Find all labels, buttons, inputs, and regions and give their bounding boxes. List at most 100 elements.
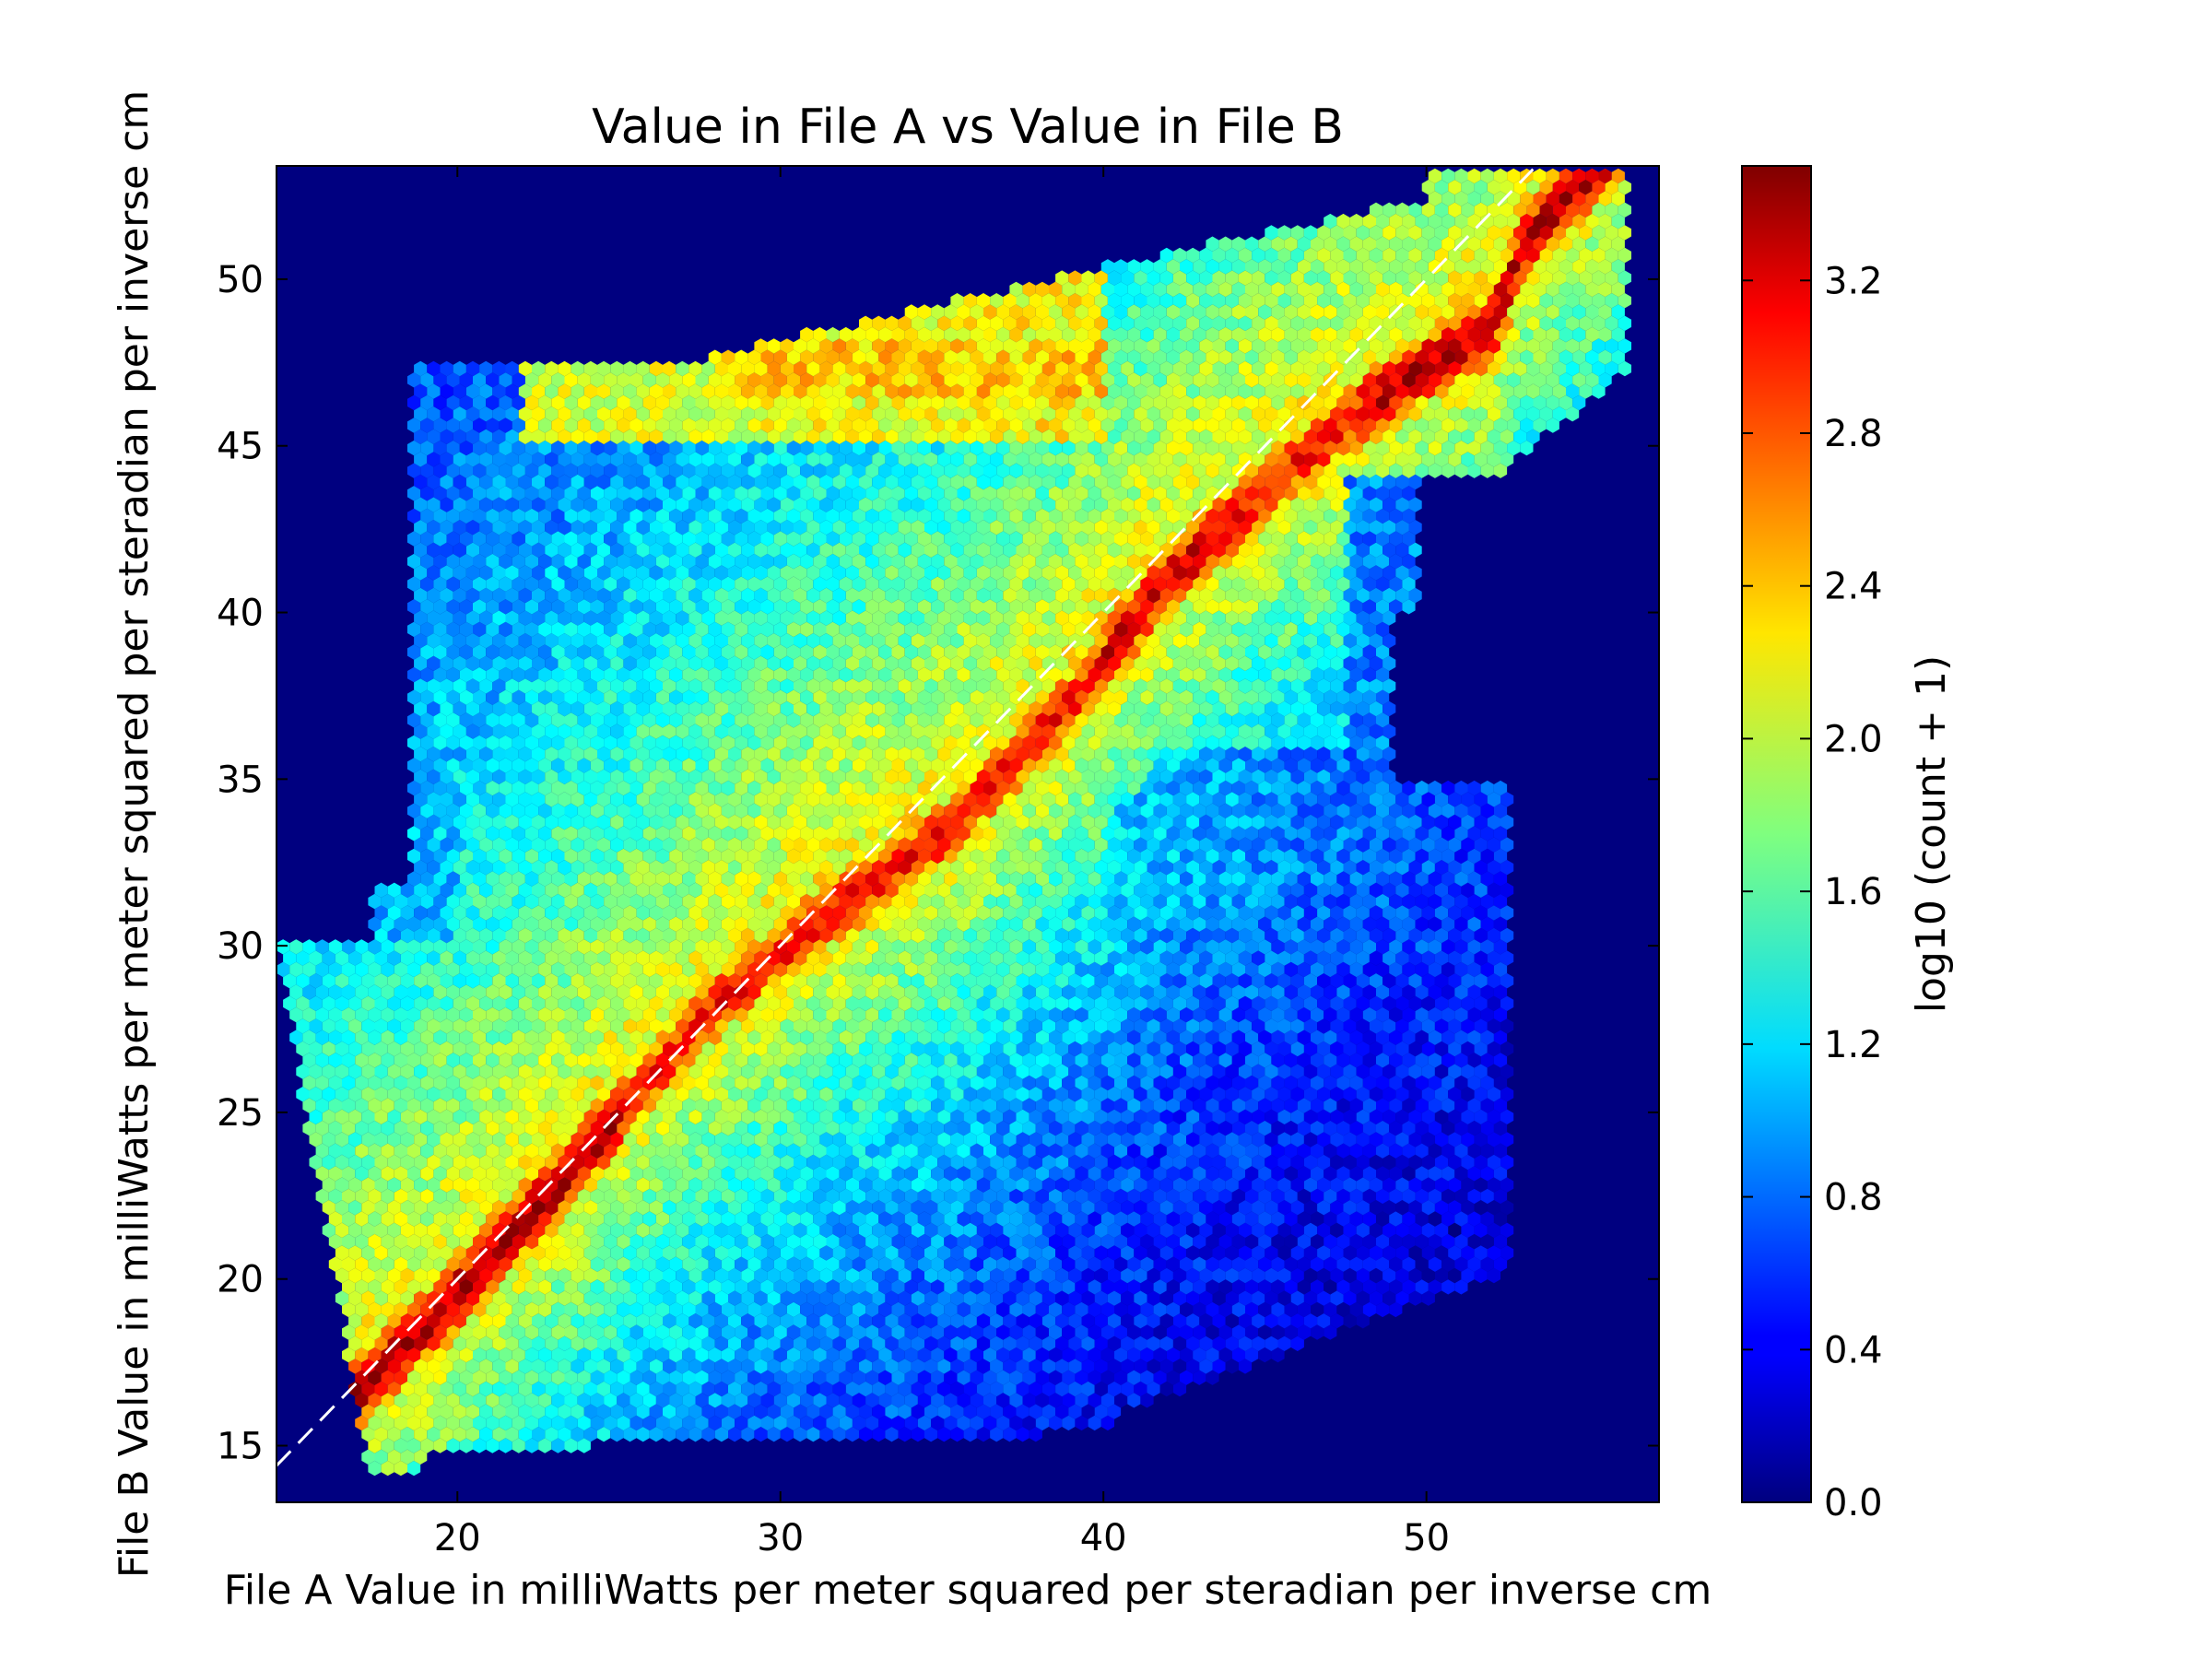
hexbin-cell (1100, 1143, 1114, 1159)
hexbin-cell (1193, 1143, 1206, 1159)
hexbin-cell (859, 1335, 873, 1351)
hexbin-cell (368, 1438, 382, 1453)
hexbin-cell (348, 1200, 362, 1216)
hexbin-cell (571, 1200, 584, 1216)
hexbin-cell (623, 1335, 637, 1351)
hexbin-cell (1140, 1120, 1154, 1136)
hexbin-cell (760, 1120, 774, 1136)
hexbin-cell (1041, 1200, 1056, 1216)
hexbin-cell (1212, 1313, 1226, 1329)
hexbin-cell (911, 1404, 924, 1419)
hexbin-cell (623, 1200, 637, 1216)
hexbin-cell (767, 1335, 781, 1351)
hexbin-cell (1041, 1087, 1056, 1102)
hexbin-cell (1100, 1188, 1114, 1205)
hexbin-cell (1055, 1200, 1069, 1216)
hexbin-cell (688, 1290, 702, 1306)
hexbin-cell (348, 1109, 362, 1124)
hexbin-cell (1055, 1087, 1069, 1102)
hexbin-cell (682, 1347, 696, 1363)
hexbin-cell (446, 1324, 460, 1340)
hexbin-cell (433, 1256, 447, 1272)
hexbin-cell (577, 1370, 591, 1385)
hexbin-cell (374, 1245, 388, 1261)
hexbin-cell (676, 1222, 689, 1238)
hexbin-cell (1199, 1359, 1213, 1374)
hexbin-cell (688, 1245, 702, 1261)
hexbin-cell (845, 1132, 859, 1147)
hexbin-cell (558, 1109, 571, 1124)
hexbin-cell (465, 1132, 480, 1147)
hexbin-cell (524, 1188, 539, 1205)
hexbin-cell (355, 1393, 369, 1408)
hexbin-cell (1206, 1301, 1219, 1318)
hexbin-cell (1081, 1359, 1095, 1374)
hexbin-cell (610, 1359, 624, 1374)
hexbin-cell (629, 1324, 643, 1340)
hexbin-cell (852, 1166, 866, 1182)
hexbin-cell (1434, 1132, 1449, 1147)
hexbin-cell (1324, 1256, 1337, 1272)
hexbin-cell (663, 1245, 677, 1261)
hexbin-cell (1009, 1393, 1023, 1408)
hexbin-cell (1055, 1404, 1069, 1419)
hexbin-cell (1199, 1154, 1213, 1171)
hexbin-cell (1324, 1211, 1337, 1227)
hexbin-cell (800, 1211, 814, 1227)
hexbin-cell (590, 1370, 605, 1385)
hexbin-cell (1212, 1335, 1226, 1351)
hexbin-cell (1474, 1200, 1488, 1216)
hexbin-cell (990, 1132, 1004, 1147)
hexbin-cell (597, 1222, 611, 1238)
hexbin-cell (1395, 1200, 1409, 1216)
hexbin-cell (885, 1381, 899, 1397)
hexbin-cell (1127, 1324, 1141, 1340)
hexbin-cell (1049, 1415, 1063, 1431)
hexbin-cell (617, 1098, 630, 1113)
hexbin-cell (499, 1188, 512, 1205)
hexbin-cell (832, 1359, 846, 1374)
hexbin-cell (558, 1132, 571, 1147)
hexbin-cell (754, 1381, 768, 1397)
hexbin-cell (486, 1098, 500, 1113)
hexbin-cell (996, 1324, 1010, 1340)
hexbin-cell (806, 1222, 820, 1238)
hexbin-cell (1356, 1154, 1370, 1171)
hexbin-cell (538, 1279, 552, 1295)
hexbin-cell (479, 1427, 493, 1442)
hexbin-cell (1382, 1290, 1396, 1306)
hexbin-cell (1493, 1233, 1508, 1250)
hexbin-cell (512, 1166, 525, 1182)
hexbin-cell (1500, 1087, 1514, 1102)
hexbin-cell (486, 1370, 500, 1385)
hexbin-cell (852, 1301, 866, 1318)
hexbin-cell (1349, 1166, 1363, 1182)
hexbin-cell (701, 1381, 715, 1397)
hexbin-cell (505, 1313, 519, 1329)
hexbin-cell (479, 1359, 493, 1374)
hexbin-cell (924, 1177, 938, 1193)
hexbin-cell (859, 1177, 873, 1193)
hexbin-cell (1317, 1154, 1331, 1171)
hexbin-cell (1041, 1154, 1056, 1171)
hexbin-cell (1081, 1404, 1095, 1419)
hexbin-cell (374, 1200, 388, 1216)
hexbin-cell (1147, 1132, 1160, 1147)
hexbin-cell (473, 1233, 487, 1250)
hexbin-cell (597, 1335, 611, 1351)
hexbin-cell (374, 1381, 388, 1397)
hexbin-cell (492, 1267, 506, 1284)
hexbin-cell (1284, 1324, 1298, 1340)
hexbin-cell (669, 1301, 683, 1318)
hexbin-cell (1068, 1177, 1082, 1193)
hexbin-cell (1271, 1279, 1285, 1295)
hexbin-cell (433, 1415, 447, 1431)
hexbin-cell (465, 1267, 480, 1284)
hexbin-cell (839, 1370, 853, 1385)
hexbin-cell (629, 1166, 643, 1182)
hexbin-cell (655, 1098, 670, 1113)
hexbin-cell (1003, 1109, 1017, 1124)
hexbin-cell (1081, 1087, 1095, 1102)
hexbin-cell (440, 1427, 453, 1442)
hexbin-cell (623, 1222, 637, 1238)
